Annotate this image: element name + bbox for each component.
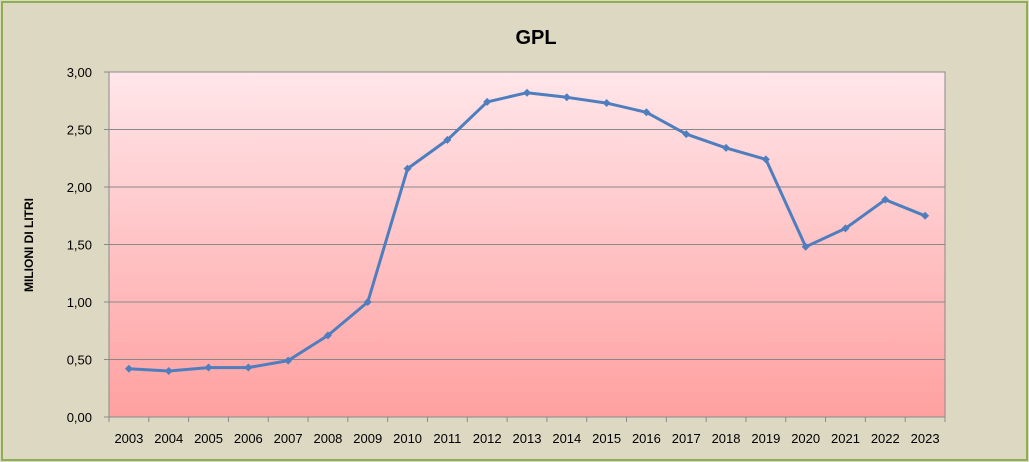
data-point-marker — [523, 88, 531, 97]
x-tick-label: 2019 — [751, 431, 780, 446]
data-point-marker — [284, 356, 293, 365]
data-point-marker — [363, 298, 372, 306]
data-point-marker — [761, 155, 770, 164]
x-tick-label: 2005 — [194, 431, 223, 446]
x-tick-label: 2012 — [473, 431, 502, 446]
data-point-marker — [483, 97, 492, 106]
x-tick-label: 2018 — [712, 431, 741, 446]
x-tick-label: 2017 — [672, 431, 701, 446]
data-point-marker — [244, 363, 253, 372]
y-tick-label: 2,00 — [67, 180, 92, 195]
x-tick-label: 2023 — [911, 431, 940, 446]
y-tick-label: 1,00 — [67, 295, 92, 310]
x-tick-label: 2014 — [552, 431, 581, 446]
data-point-marker — [801, 242, 810, 251]
y-tick-label: 0,00 — [67, 410, 92, 425]
data-point-marker — [443, 135, 452, 144]
x-tick-label: 2009 — [353, 431, 382, 446]
data-point-marker — [204, 363, 213, 372]
data-point-marker — [682, 130, 691, 139]
x-tick-label: 2008 — [313, 431, 342, 446]
x-tick-label: 2010 — [393, 431, 422, 446]
y-axis-label: MILIONI DI LITRI — [22, 198, 36, 292]
data-point-marker — [403, 164, 412, 173]
data-point-marker — [562, 93, 571, 102]
y-tick-label: 2,50 — [67, 123, 92, 138]
data-point-marker — [642, 108, 651, 117]
data-point-marker — [124, 364, 133, 373]
x-tick-label: 2021 — [831, 431, 860, 446]
data-point-marker — [722, 143, 731, 152]
x-tick-label: 2007 — [274, 431, 303, 446]
x-tick-label: 2015 — [592, 431, 621, 446]
x-tick-label: 2013 — [513, 431, 542, 446]
x-tick-label: 2004 — [154, 431, 183, 446]
x-tick-label: 2016 — [632, 431, 661, 446]
x-tick-label: 2006 — [234, 431, 263, 446]
x-tick-label: 2022 — [871, 431, 900, 446]
data-point-marker — [164, 367, 173, 375]
x-tick-label: 2003 — [114, 431, 143, 446]
y-tick-label: 3,00 — [67, 65, 92, 80]
data-point-marker — [602, 99, 611, 108]
y-tick-label: 1,50 — [67, 238, 92, 253]
data-point-marker — [323, 331, 332, 340]
data-point-marker — [881, 195, 890, 204]
x-tick-label: 2020 — [791, 431, 820, 446]
y-tick-label: 0,50 — [67, 353, 92, 368]
data-point-marker — [841, 224, 850, 233]
data-point-marker — [921, 211, 930, 220]
x-tick-label: 2011 — [433, 431, 461, 446]
chart-title: GPL — [515, 27, 556, 49]
